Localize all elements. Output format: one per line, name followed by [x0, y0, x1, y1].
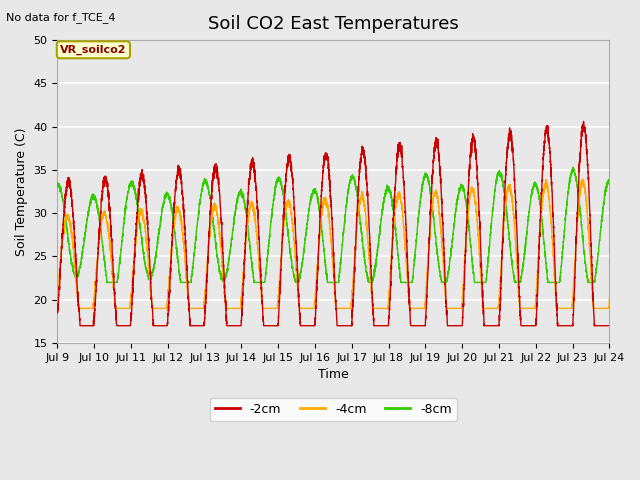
Title: Soil CO2 East Temperatures: Soil CO2 East Temperatures [208, 15, 459, 33]
Legend: -2cm, -4cm, -8cm: -2cm, -4cm, -8cm [210, 398, 457, 421]
X-axis label: Time: Time [318, 368, 349, 381]
Y-axis label: Soil Temperature (C): Soil Temperature (C) [15, 127, 28, 256]
Text: No data for f_TCE_4: No data for f_TCE_4 [6, 12, 116, 23]
Text: VR_soilco2: VR_soilco2 [60, 45, 127, 55]
